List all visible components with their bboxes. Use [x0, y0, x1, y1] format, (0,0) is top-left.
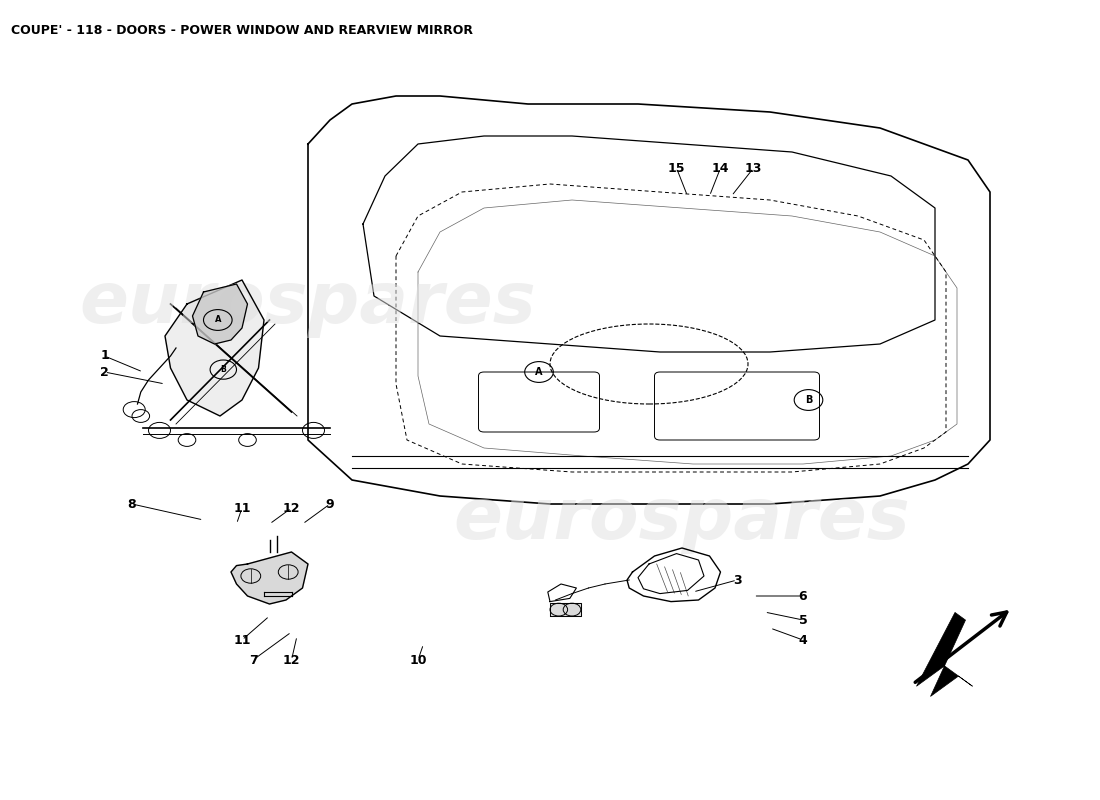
Text: 11: 11: [233, 502, 251, 514]
Text: 11: 11: [233, 634, 251, 646]
Polygon shape: [231, 552, 308, 604]
Text: B: B: [805, 395, 812, 405]
Text: 5: 5: [799, 614, 807, 626]
Text: 15: 15: [668, 162, 685, 174]
Text: 10: 10: [409, 654, 427, 666]
Polygon shape: [916, 613, 972, 697]
Text: 7: 7: [249, 654, 257, 666]
Text: A: A: [214, 315, 221, 325]
Text: COUPE' - 118 - DOORS - POWER WINDOW AND REARVIEW MIRROR: COUPE' - 118 - DOORS - POWER WINDOW AND …: [11, 24, 473, 37]
Text: 3: 3: [733, 574, 741, 586]
Text: eurospares: eurospares: [79, 270, 537, 338]
Text: A: A: [536, 367, 542, 377]
Text: 14: 14: [712, 162, 729, 174]
Text: 12: 12: [283, 502, 300, 514]
Text: eurospares: eurospares: [453, 486, 911, 554]
Polygon shape: [192, 284, 248, 344]
Text: 13: 13: [745, 162, 762, 174]
Text: 8: 8: [128, 498, 136, 510]
Text: 1: 1: [100, 350, 109, 362]
Text: 12: 12: [283, 654, 300, 666]
Text: 2: 2: [100, 366, 109, 378]
Text: 4: 4: [799, 634, 807, 646]
Text: B: B: [220, 365, 227, 374]
Text: 6: 6: [799, 590, 807, 602]
Text: 9: 9: [326, 498, 334, 510]
Polygon shape: [165, 280, 264, 416]
